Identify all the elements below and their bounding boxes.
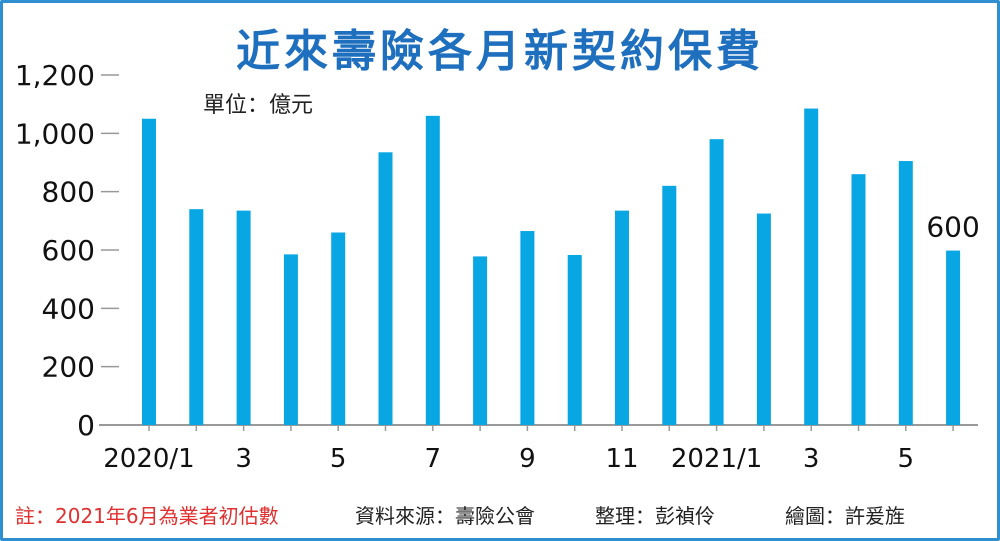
y-tick-label-600: 600 (42, 234, 95, 267)
bar-15 (804, 108, 819, 426)
bar-10 (567, 254, 582, 425)
bar-7 (425, 115, 440, 425)
x-tick-label-3: 3 (235, 444, 252, 474)
data-label-18: 600 (926, 211, 979, 244)
bar-4 (283, 254, 298, 425)
bar-12 (662, 185, 677, 425)
bar-11 (615, 210, 629, 425)
bar-16 (851, 174, 866, 425)
bar-2 (189, 209, 204, 425)
x-tick-label-13: 2021/1 (671, 444, 762, 474)
bar-18 (946, 250, 961, 425)
y-tick-label-400: 400 (42, 292, 95, 325)
y-tick-label-1000: 1,000 (15, 117, 95, 150)
unit-label: 單位：億元 (203, 93, 314, 118)
bar-9 (520, 231, 535, 425)
footer-source: 資料來源：壽險公會 (355, 504, 535, 528)
footer-note: 註：2021年6月為業者初估數 (15, 504, 279, 528)
x-tick-label-1: 2020/1 (103, 444, 194, 474)
bar-5 (331, 232, 346, 425)
x-tick-label-5: 5 (330, 444, 347, 474)
bar-3 (236, 210, 251, 425)
y-tick-label-200: 200 (42, 351, 95, 384)
bar-8 (473, 256, 488, 425)
y-tick-label-0: 0 (77, 409, 95, 442)
bar-14 (756, 213, 771, 425)
x-tick-label-17: 5 (898, 444, 915, 474)
bar-chart: 0 200 400 600 800 1,000 1,200 2020/1 3 5 7 9 11 2021/… (15, 59, 980, 474)
footer-artist: 繪圖：許爰旌 (785, 504, 905, 528)
y-tick-label-1200: 1,200 (15, 59, 95, 92)
bar-17 (898, 161, 913, 425)
x-tick-label-7: 7 (425, 444, 442, 474)
x-tick-label-9: 9 (519, 444, 536, 474)
footer-editor: 整理：彭禎伶 (595, 504, 715, 528)
x-tick-label-15: 3 (803, 444, 820, 474)
x-tick-label-11: 11 (605, 444, 638, 474)
y-tick-label-800: 800 (42, 176, 95, 209)
bar-6 (378, 152, 393, 425)
bar-13 (709, 139, 724, 425)
bar-1 (142, 118, 156, 425)
chart-title: 近來壽險各月新契約保費 (236, 26, 764, 77)
